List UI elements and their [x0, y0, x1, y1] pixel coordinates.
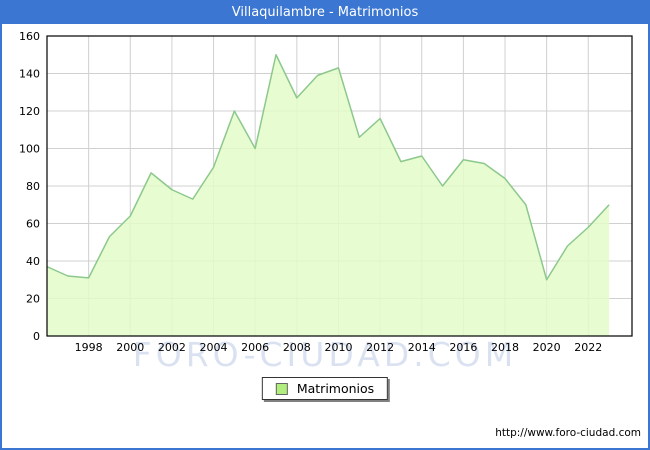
svg-text:160: 160: [19, 30, 40, 43]
title-bar: Villaquilambre - Matrimonios: [2, 2, 648, 24]
svg-text:0: 0: [33, 330, 40, 343]
page-title: Villaquilambre - Matrimonios: [231, 5, 419, 20]
svg-text:2004: 2004: [200, 341, 228, 354]
svg-text:2018: 2018: [491, 341, 519, 354]
svg-text:60: 60: [26, 218, 40, 231]
svg-text:140: 140: [19, 68, 40, 81]
svg-text:2010: 2010: [324, 341, 352, 354]
svg-text:100: 100: [19, 143, 40, 156]
svg-text:2006: 2006: [241, 341, 269, 354]
svg-text:2008: 2008: [283, 341, 311, 354]
svg-text:2000: 2000: [116, 341, 144, 354]
svg-text:40: 40: [26, 255, 40, 268]
svg-text:2016: 2016: [449, 341, 477, 354]
svg-text:120: 120: [19, 105, 40, 118]
plot-border: [46, 35, 633, 337]
svg-text:2022: 2022: [574, 341, 602, 354]
y-axis-labels: 0 20 40 60 80 100 120 140 160: [19, 30, 40, 343]
svg-text:2002: 2002: [158, 341, 186, 354]
svg-text:2012: 2012: [366, 341, 394, 354]
legend-swatch-icon: [275, 382, 288, 395]
svg-text:80: 80: [26, 180, 40, 193]
svg-text:2020: 2020: [533, 341, 561, 354]
footer-url: http://www.foro-ciudad.com: [495, 427, 641, 439]
svg-text:20: 20: [26, 293, 40, 306]
area-series: [46, 54, 610, 336]
x-axis-labels: 1998 2000 2002 2004 2006 2008 2010 2012 2014 2016…: [75, 341, 603, 354]
svg-text:2014: 2014: [408, 341, 436, 354]
legend-label: Matrimonios: [296, 381, 375, 396]
legend: Matrimonios: [261, 377, 389, 400]
svg-text:1998: 1998: [75, 341, 103, 354]
